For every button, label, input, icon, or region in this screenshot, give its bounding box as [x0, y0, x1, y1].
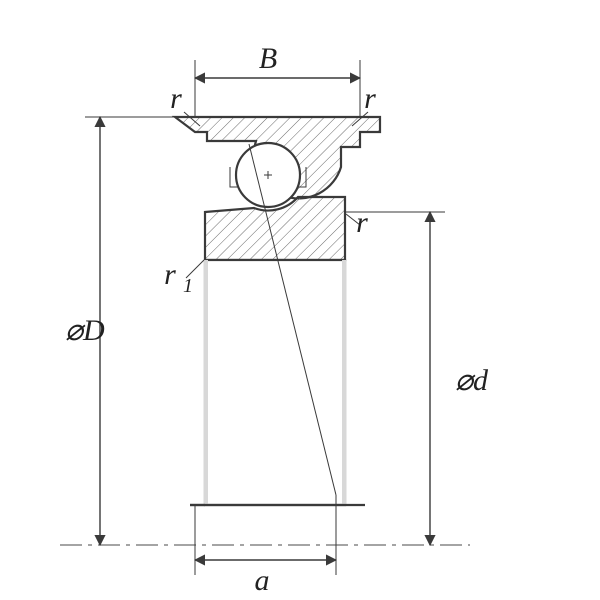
label-r_tl: r: [170, 82, 182, 115]
label-D: ⌀D: [65, 314, 105, 347]
label-r_tr: r: [364, 82, 376, 115]
label-r1: r: [164, 258, 176, 291]
label-B: B: [259, 42, 277, 75]
label-r_mr: r: [356, 206, 368, 239]
label-d: ⌀d: [455, 364, 489, 397]
label-a: a: [255, 564, 270, 597]
label-r1-sub: 1: [183, 275, 193, 297]
shaft-body: [205, 260, 345, 505]
bearing-diagram: Ba⌀D⌀drrrr1: [0, 0, 600, 600]
